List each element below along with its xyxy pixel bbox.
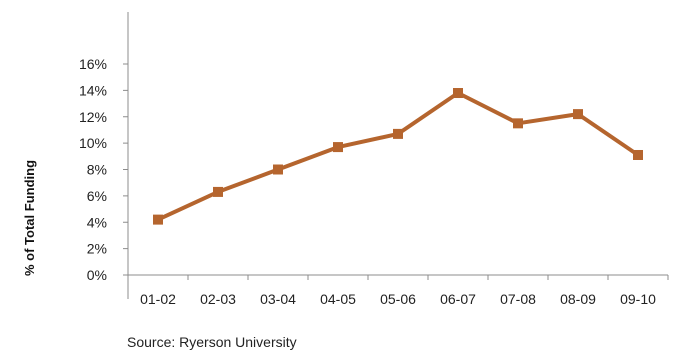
- x-tick-label: 09-10: [620, 291, 656, 307]
- y-tick-label: 16%: [79, 56, 107, 72]
- y-axis-ticks: 0% 2% 4% 6% 8% 10% 12% 14% 16%: [79, 56, 128, 283]
- data-point-marker: [333, 142, 343, 153]
- chart-axes: [127, 12, 668, 299]
- data-point-marker: [153, 214, 163, 225]
- data-point-marker: [213, 186, 223, 197]
- x-tick-label: 08-09: [560, 291, 596, 307]
- y-tick-label: 12%: [79, 109, 107, 125]
- x-tick-label: 05-06: [380, 291, 416, 307]
- data-point-marker: [393, 128, 403, 139]
- data-point-marker: [273, 164, 283, 175]
- series-line: [156, 91, 640, 222]
- x-tick-label: 01-02: [140, 291, 176, 307]
- x-tick-label: 07-08: [500, 291, 536, 307]
- y-axis-label: % of Total Funding: [22, 160, 37, 276]
- y-tick-label: 0%: [87, 267, 107, 283]
- data-point-marker: [573, 109, 583, 120]
- y-tick-label: 2%: [87, 241, 107, 257]
- data-point-marker: [633, 149, 643, 160]
- series-layer: [153, 88, 643, 225]
- x-tick-label: 03-04: [260, 291, 296, 307]
- data-point-marker: [453, 88, 463, 99]
- y-tick-label: 6%: [87, 188, 107, 204]
- y-tick-label: 4%: [87, 214, 107, 230]
- x-axis-ticks: 01-02 02-03 03-04 04-05 05-06 06-07 07-08 08-09…: [140, 275, 669, 307]
- y-tick-label: 10%: [79, 135, 107, 151]
- x-tick-label: 02-03: [200, 291, 236, 307]
- x-tick-label: 06-07: [440, 291, 476, 307]
- x-tick-label: 04-05: [320, 291, 356, 307]
- data-point-marker: [513, 118, 523, 129]
- y-tick-label: 8%: [87, 162, 107, 178]
- source-note: Source: Ryerson University: [127, 334, 297, 350]
- y-tick-label: 14%: [79, 82, 107, 98]
